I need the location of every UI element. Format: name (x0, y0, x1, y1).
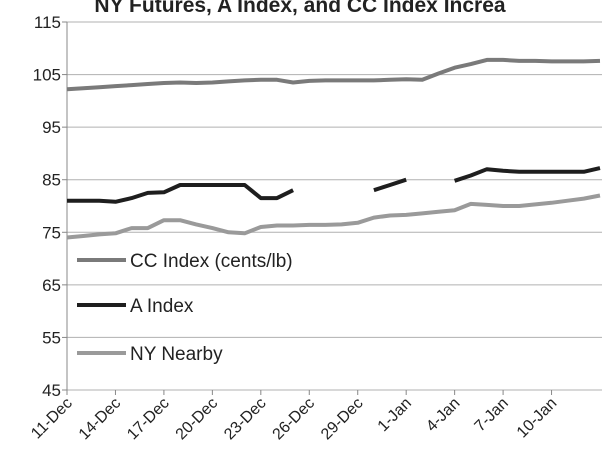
chart-title: NY Futures, A Index, and CC Index Increa (94, 0, 505, 17)
legend-label: A Index (130, 296, 194, 317)
series-line (66, 57, 601, 92)
x-tick-label: 11-Dec (28, 395, 76, 443)
series-line (67, 166, 601, 204)
x-tick-label: 17-Dec (124, 395, 172, 443)
y-tick-label: 115 (34, 13, 61, 32)
x-tick-label: 4-Jan (423, 395, 463, 435)
y-tick-label: 95 (42, 118, 61, 137)
x-tick-label: 14-Dec (76, 395, 124, 443)
series-line (66, 193, 601, 240)
x-tick-label: 20-Dec (173, 395, 221, 443)
x-tick-label: 26-Dec (270, 395, 318, 443)
legend-label: NY Nearby (130, 344, 223, 365)
y-tick-label: 75 (42, 223, 61, 242)
x-tick-label: 7-Jan (472, 395, 512, 435)
x-tick-label: 23-Dec (221, 395, 269, 443)
y-tick-label: 55 (42, 328, 61, 347)
x-tick-label: 1-Jan (375, 395, 415, 435)
x-tick-label: 10-Jan (514, 395, 561, 442)
x-tick-label: 29-Dec (318, 395, 366, 443)
y-tick-label: 45 (42, 381, 61, 400)
y-tick-label: 65 (42, 276, 61, 295)
legend-label: CC Index (cents/lb) (130, 251, 293, 272)
y-tick-label: 105 (33, 66, 61, 85)
y-tick-label: 85 (42, 171, 61, 190)
